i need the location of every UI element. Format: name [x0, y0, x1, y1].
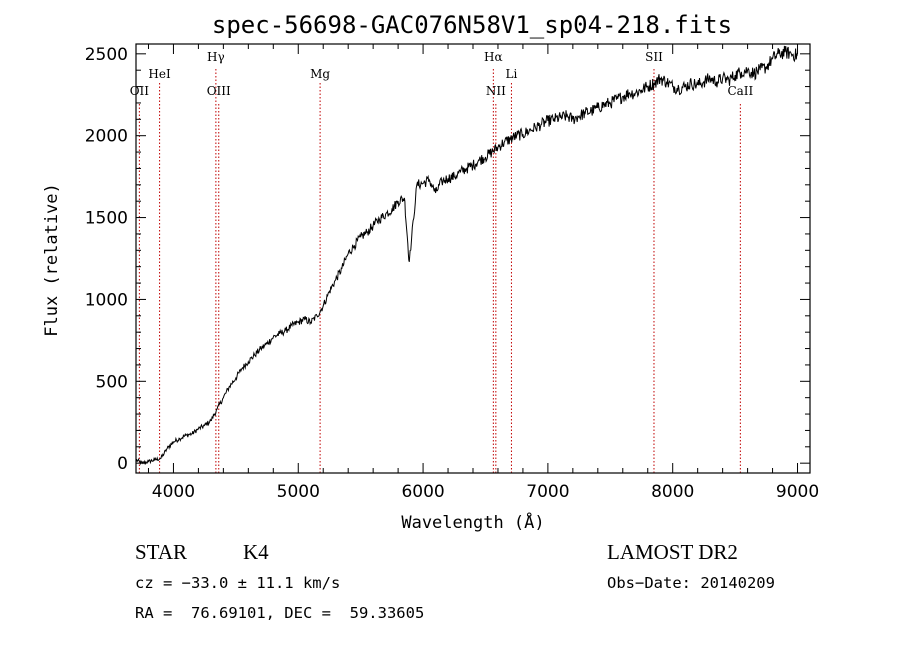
coordinates: RA = 76.69101, DEC = 59.33605 — [135, 604, 425, 622]
x-tick-label: 9000 — [776, 482, 819, 502]
spectrum-line — [135, 45, 798, 466]
line-label-mg: Mg — [310, 67, 330, 81]
chart-title: spec-56698-GAC076N58V1_sp04-218.fits — [212, 11, 732, 39]
line-label-oii: OII — [130, 84, 150, 98]
line-label-oiii: OIII — [207, 84, 231, 98]
line-label-hγ: Hγ — [207, 50, 225, 64]
redshift-info: cz = −33.0 ± 11.1 km/s — [135, 574, 341, 592]
y-tick-label: 500 — [96, 372, 128, 392]
x-tick-label: 4000 — [152, 482, 195, 502]
line-label-hα: Hα — [484, 50, 503, 64]
y-tick-label: 0 — [117, 454, 128, 474]
line-label-caii: CaII — [727, 84, 753, 98]
x-axis-label: Wavelength (Å) — [401, 511, 544, 533]
x-tick-label: 8000 — [651, 482, 694, 502]
x-tick-label: 5000 — [277, 482, 320, 502]
y-axis-label: Flux (relative) — [42, 183, 62, 337]
plot-frame — [135, 43, 811, 474]
line-label-sii: SII — [645, 50, 663, 64]
y-tick-label: 1000 — [85, 290, 128, 310]
x-tick-label: 6000 — [401, 482, 444, 502]
x-tick-label: 7000 — [526, 482, 569, 502]
object-subclass: K4 — [243, 540, 269, 564]
line-label-hei: HeI — [148, 67, 171, 81]
y-tick-label: 1500 — [85, 209, 128, 229]
spectrum-curve-group — [135, 45, 798, 466]
observation-date: Obs−Date: 20140209 — [607, 574, 775, 592]
line-label-li: Li — [506, 67, 518, 81]
y-tick-label: 2000 — [85, 127, 128, 147]
y-tick-label: 2500 — [85, 45, 128, 65]
axis-ticks: 4000 5000 6000 7000 8000 9000 0 500 1000 1500 2000… — [85, 44, 819, 502]
survey-name: LAMOST DR2 — [607, 540, 738, 564]
object-type: STAR — [135, 540, 187, 564]
line-label-nii: NII — [486, 84, 506, 98]
